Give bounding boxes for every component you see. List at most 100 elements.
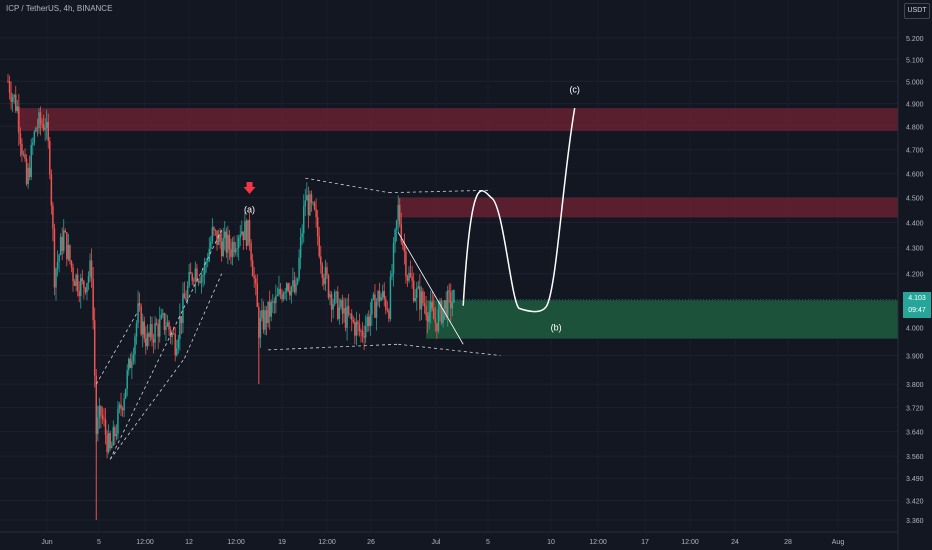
candle-body	[306, 195, 308, 201]
candle-body	[171, 333, 173, 338]
candle-body	[409, 272, 412, 277]
candle-body	[129, 358, 132, 368]
candle-body	[242, 231, 245, 241]
candle-body	[182, 293, 184, 324]
candle-body	[426, 315, 429, 322]
candle-body	[330, 294, 333, 310]
candle-body	[52, 205, 54, 229]
candle-body	[250, 242, 252, 261]
candle-body	[386, 309, 389, 311]
candle-body	[112, 427, 115, 446]
candle-body	[83, 280, 85, 288]
candle-body	[313, 202, 316, 210]
candle-body	[183, 293, 186, 299]
currency-button[interactable]: USDT	[904, 3, 930, 19]
candle-body	[44, 128, 46, 130]
candle-body	[227, 234, 229, 253]
candle-body	[95, 375, 98, 434]
candle-body	[172, 333, 175, 334]
candle-body	[392, 243, 395, 274]
candle-body	[14, 94, 17, 111]
candle-body	[151, 324, 153, 340]
candle-body	[299, 237, 302, 258]
candle-body	[429, 301, 432, 312]
candle-body	[10, 92, 12, 102]
candle-body	[137, 303, 139, 324]
candle-body	[440, 301, 443, 324]
candle-body	[420, 291, 423, 310]
candle-body	[231, 241, 234, 257]
candle-body	[254, 278, 257, 284]
x-tick-label: 24	[731, 539, 739, 546]
x-tick-label: Jul	[432, 539, 441, 546]
candle-body	[354, 321, 356, 336]
candle-body	[213, 227, 215, 230]
candle-body	[222, 237, 224, 257]
candle-body	[428, 311, 430, 322]
candle-body	[36, 127, 39, 129]
candle-body	[264, 310, 266, 330]
candle-body	[200, 275, 203, 283]
candle-body	[251, 260, 254, 277]
candle-body	[225, 231, 228, 253]
candle-body	[239, 234, 241, 238]
candle-body	[233, 241, 235, 253]
candle-body	[332, 304, 334, 310]
candle-body	[146, 333, 149, 347]
candle-body	[101, 415, 104, 419]
candle-body	[357, 321, 359, 325]
candle-body	[162, 313, 164, 315]
candle-body	[132, 354, 135, 362]
y-tick-label: 5.100	[906, 57, 924, 64]
candle-body	[140, 306, 142, 335]
candle-body	[400, 224, 403, 242]
y-tick-label: 3.640	[906, 430, 924, 437]
candle-body	[324, 267, 327, 285]
chart-title: ICP / TetherUS, 4h, BINANCE	[6, 4, 113, 13]
candle-body	[64, 230, 67, 233]
candle-body	[24, 154, 26, 159]
candle-body	[316, 217, 319, 237]
candle-body	[55, 268, 57, 288]
candle-body	[143, 321, 146, 339]
triangle-lower-ext	[398, 343, 501, 356]
countdown-value: 09:47	[908, 307, 926, 314]
candle-body	[228, 234, 231, 250]
candle-body	[49, 141, 51, 175]
candle-body	[189, 271, 192, 274]
candle-body	[381, 291, 384, 298]
candle-body	[259, 318, 262, 338]
candle-body	[361, 331, 364, 336]
candle-body	[350, 313, 353, 320]
triangle-upper-line	[305, 177, 389, 194]
candle-body	[307, 195, 310, 216]
candle-body	[295, 283, 297, 293]
channel-upper-line	[109, 229, 223, 460]
candle-body	[434, 319, 437, 324]
candle-body	[442, 308, 444, 324]
candle-body	[293, 280, 296, 293]
candle-body	[385, 299, 387, 310]
candle-body	[126, 370, 128, 389]
candle-body	[236, 247, 238, 249]
candle-body	[97, 417, 99, 434]
drawings	[95, 107, 898, 460]
current-price-tag: 4.103 09:47	[903, 292, 931, 318]
candle-body	[186, 286, 189, 301]
candle-body	[138, 303, 141, 307]
candle-body	[285, 283, 288, 292]
candle-body	[378, 291, 381, 301]
candle-body	[326, 267, 328, 276]
candle-body	[352, 319, 355, 322]
y-tick-label: 5.000	[906, 79, 924, 86]
candle-body	[262, 310, 265, 330]
candle-body	[287, 283, 289, 291]
x-tick-label: 19	[278, 539, 286, 546]
candle-body	[256, 283, 259, 308]
candle-body	[163, 313, 166, 331]
candle-body	[431, 301, 433, 309]
candle-body	[323, 277, 325, 285]
triangle-upper-ext	[388, 189, 492, 194]
candle-body	[98, 406, 101, 418]
